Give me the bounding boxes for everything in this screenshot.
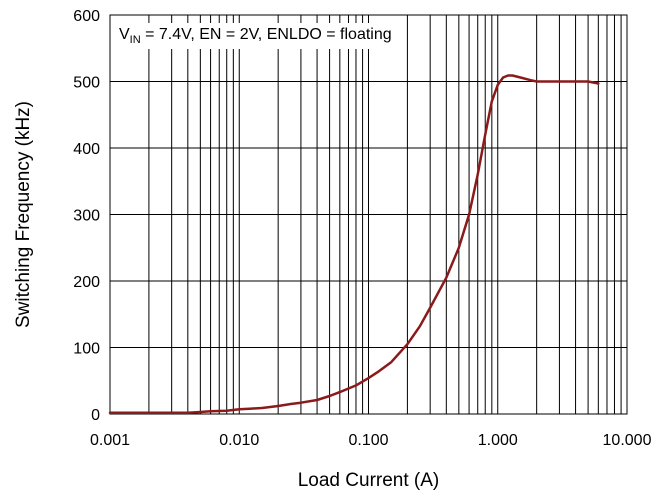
y-tick-label: 300 <box>73 208 100 225</box>
annotation-subscript: IN <box>130 34 141 46</box>
annotation-box <box>114 23 397 49</box>
y-tick-label: 0 <box>91 407 100 424</box>
y-axis-title: Switching Frequency (kHz) <box>13 101 34 328</box>
y-tick-label: 600 <box>73 8 100 25</box>
x-tick-label: 0.010 <box>219 432 259 449</box>
y-tick-label: 100 <box>73 341 100 358</box>
annotation-v: V <box>119 26 130 43</box>
x-tick-label: 1.000 <box>478 432 518 449</box>
x-tick-label: 10.000 <box>603 432 652 449</box>
series-line <box>108 74 600 414</box>
x-tick-label: 0.100 <box>348 432 388 449</box>
annotation-conditions: = 7.4V, EN = 2V, ENLDO = floating <box>141 26 392 43</box>
y-tick-label: 200 <box>73 274 100 291</box>
series-layer <box>108 74 600 414</box>
plot-area-frame <box>109 14 628 415</box>
y-tick-label: 500 <box>73 75 100 92</box>
grid <box>110 15 627 414</box>
x-tick-label: 0.001 <box>90 432 130 449</box>
y-tick-label: 400 <box>73 141 100 158</box>
tick-labels: 0.001 0.010 0.100 1.000 10.000 0 100 200 300 400 5… <box>73 8 651 449</box>
condition-annotation: VIN = 7.4V, EN = 2V, ENLDO = floating <box>119 26 392 46</box>
x-axis-title: Load Current (A) <box>298 470 440 491</box>
